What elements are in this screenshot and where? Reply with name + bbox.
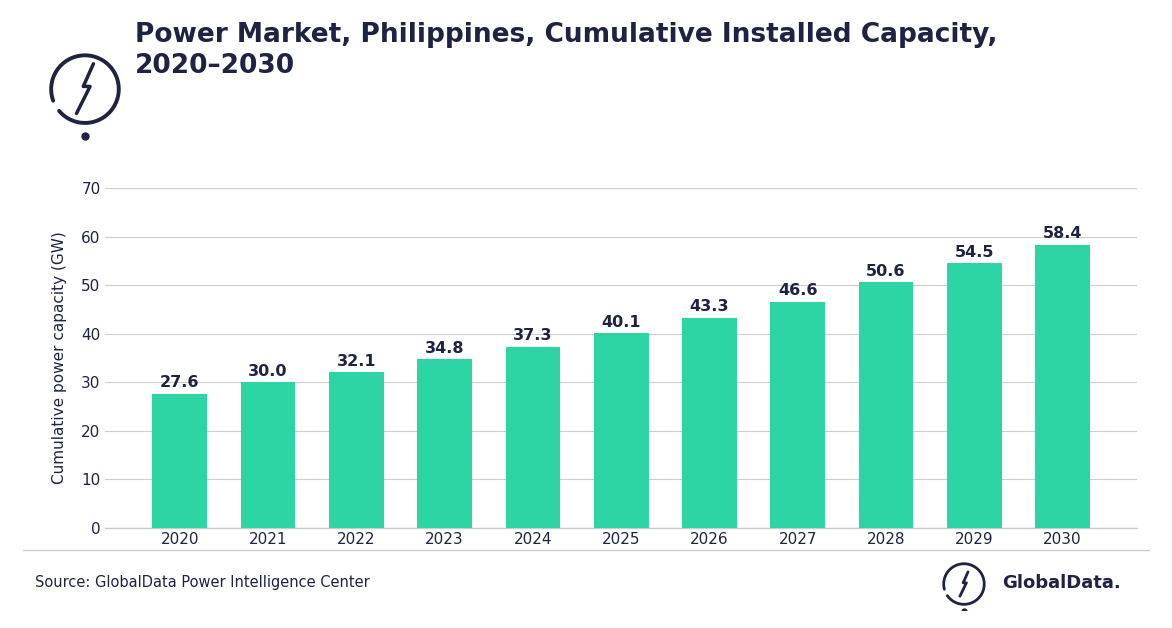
- Text: 58.4: 58.4: [1043, 226, 1082, 241]
- Text: 32.1: 32.1: [336, 354, 376, 369]
- Text: 54.5: 54.5: [954, 245, 994, 260]
- Y-axis label: Cumulative power capacity (GW): Cumulative power capacity (GW): [53, 232, 67, 484]
- Text: 50.6: 50.6: [866, 264, 906, 279]
- Text: Source: GlobalData Power Intelligence Center: Source: GlobalData Power Intelligence Ce…: [35, 575, 370, 590]
- Text: 30.0: 30.0: [248, 364, 288, 379]
- Bar: [682, 318, 737, 528]
- Bar: [152, 394, 207, 528]
- Bar: [240, 382, 295, 528]
- Bar: [947, 264, 1002, 528]
- Bar: [417, 359, 472, 528]
- Bar: [505, 347, 560, 528]
- Text: 27.6: 27.6: [161, 376, 199, 391]
- Text: Power Market, Philippines, Cumulative Installed Capacity,
2020–2030: Power Market, Philippines, Cumulative In…: [135, 22, 997, 79]
- Bar: [594, 333, 648, 528]
- Bar: [859, 283, 913, 528]
- Bar: [770, 302, 825, 528]
- Text: 34.8: 34.8: [424, 340, 464, 355]
- Text: 46.6: 46.6: [778, 283, 818, 298]
- Bar: [1035, 244, 1090, 528]
- Bar: [329, 372, 383, 528]
- Text: 40.1: 40.1: [601, 315, 641, 330]
- Text: GlobalData.: GlobalData.: [1002, 574, 1120, 592]
- Text: 43.3: 43.3: [689, 300, 729, 315]
- Text: 37.3: 37.3: [513, 328, 553, 344]
